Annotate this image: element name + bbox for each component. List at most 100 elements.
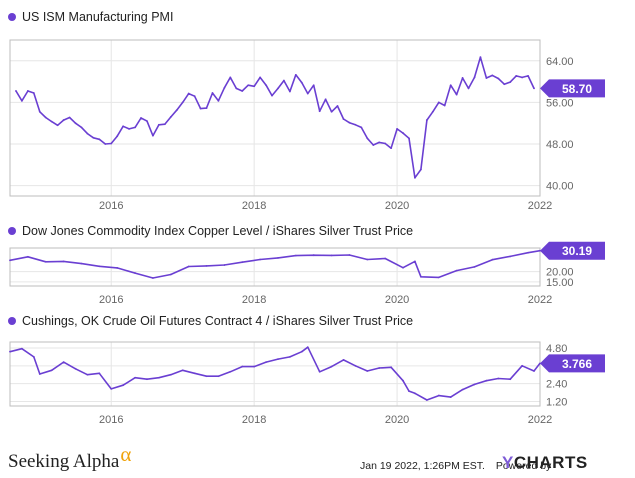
data-point <box>80 262 83 265</box>
data-point <box>437 276 440 279</box>
last-value-badge <box>540 241 605 260</box>
data-point <box>98 372 101 375</box>
data-point <box>425 119 428 121</box>
data-point <box>515 74 518 77</box>
x-tick-label: 2020 <box>385 200 409 212</box>
data-point <box>116 267 119 269</box>
data-point <box>539 362 541 365</box>
data-point <box>354 364 357 367</box>
series-dot-icon <box>8 317 16 325</box>
data-point <box>247 84 250 87</box>
x-tick-label: 2016 <box>99 200 123 212</box>
data-point <box>473 383 476 386</box>
data-point <box>378 141 381 144</box>
x-tick-label: 2018 <box>242 414 266 426</box>
last-value-label: 3.766 <box>562 357 592 371</box>
data-point <box>414 176 416 179</box>
data-point <box>211 92 214 94</box>
x-tick-label: 2022 <box>528 294 552 306</box>
series-line <box>15 56 535 179</box>
data-point <box>32 92 35 94</box>
data-point <box>414 260 416 263</box>
last-value-label: 58.70 <box>562 82 592 96</box>
data-point <box>134 272 136 274</box>
y-tick-label: 40.00 <box>546 181 574 193</box>
x-tick-label: 2018 <box>242 200 266 212</box>
data-point <box>277 358 279 361</box>
data-point <box>223 264 226 266</box>
data-point <box>288 90 291 93</box>
data-point <box>348 254 351 256</box>
data-point <box>473 265 476 268</box>
ycharts-logo[interactable]: YCHARTS <box>502 453 588 473</box>
x-tick-label: 2020 <box>385 294 409 306</box>
series-dot-icon <box>8 227 16 235</box>
data-point <box>271 94 273 97</box>
data-point <box>241 90 244 92</box>
data-point <box>437 101 440 104</box>
seeking-alpha-logo[interactable]: Seeking Alphaα <box>8 442 131 473</box>
data-point <box>473 76 476 79</box>
data-point <box>384 257 387 260</box>
data-point <box>360 126 363 129</box>
data-point <box>521 76 524 79</box>
data-point <box>449 84 452 87</box>
oil-silver-legend: Cushings, OK Crude Oil Futures Contract … <box>8 314 413 328</box>
data-point <box>187 265 190 268</box>
seeking-alpha-logo-text: Seeking Alpha <box>8 451 120 472</box>
data-point <box>533 87 535 90</box>
data-point <box>485 77 488 79</box>
data-point <box>62 260 65 263</box>
data-point <box>205 107 208 110</box>
data-point <box>366 258 369 261</box>
data-point <box>330 254 333 257</box>
data-point <box>277 256 279 259</box>
data-point <box>157 376 160 379</box>
series-dot-icon <box>8 13 16 21</box>
data-point <box>408 390 410 393</box>
data-point <box>32 355 35 358</box>
data-point <box>44 260 47 263</box>
x-tick-label: 2020 <box>385 414 409 426</box>
data-point <box>419 168 422 171</box>
data-point <box>300 81 303 84</box>
data-point <box>294 254 297 257</box>
copper-silver-title: Dow Jones Commodity Index Copper Level /… <box>22 224 414 238</box>
data-point <box>122 125 125 128</box>
data-point <box>437 394 440 397</box>
data-point <box>169 373 172 376</box>
plot-frame <box>9 247 541 287</box>
copper-silver-legend: Dow Jones Commodity Index Copper Level /… <box>8 224 413 238</box>
data-point <box>21 99 23 102</box>
data-point <box>372 144 375 146</box>
data-point <box>223 86 226 89</box>
data-point <box>253 365 256 368</box>
data-point <box>205 375 208 378</box>
data-point <box>265 361 267 363</box>
data-point <box>509 255 512 258</box>
data-point <box>402 266 404 269</box>
data-point <box>50 120 53 123</box>
data-point <box>509 378 512 381</box>
data-point <box>539 249 541 252</box>
data-point <box>26 255 29 258</box>
data-point <box>402 379 404 382</box>
data-point <box>169 273 172 276</box>
data-point <box>62 361 65 363</box>
y-tick-label: 1.20 <box>546 397 567 409</box>
data-point <box>461 77 464 79</box>
y-tick-label: 4.80 <box>546 343 567 355</box>
data-point <box>455 93 458 96</box>
data-point <box>50 369 53 372</box>
data-point <box>431 110 434 113</box>
data-point <box>86 132 89 135</box>
last-value-badge <box>540 354 605 373</box>
data-point <box>9 350 11 353</box>
data-point <box>217 99 220 102</box>
y-tick-label: 2.40 <box>546 379 567 391</box>
data-point <box>467 87 470 90</box>
x-tick-label: 2016 <box>99 294 123 306</box>
data-point <box>163 123 166 126</box>
data-point <box>104 143 107 145</box>
